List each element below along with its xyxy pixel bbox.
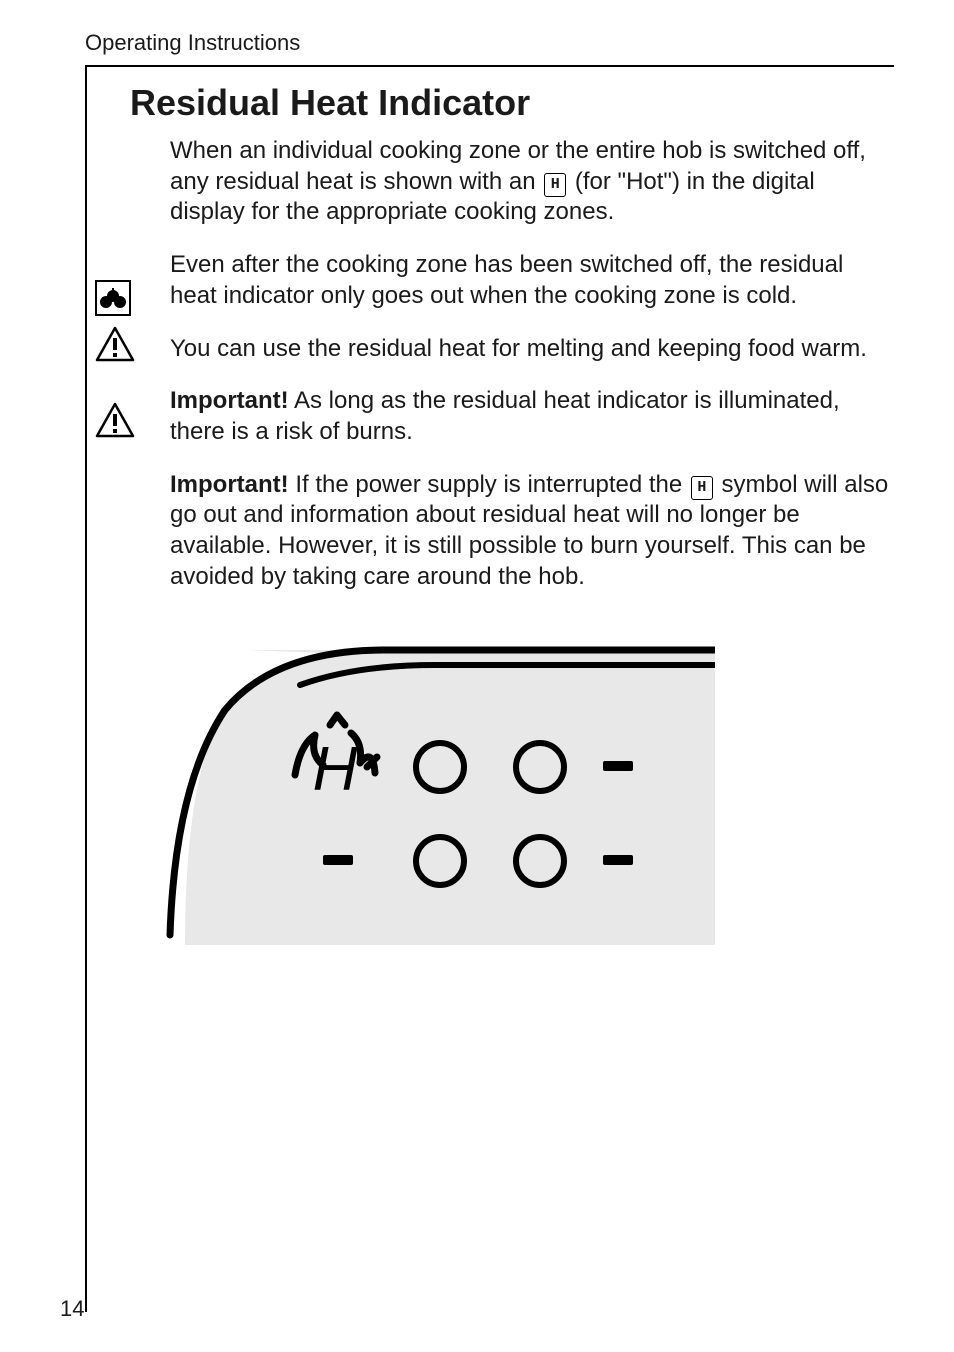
content-area: Residual Heat Indicator When an individu…: [130, 62, 894, 950]
important-label: Important!: [170, 387, 289, 414]
paragraph-cooldown: Even after the cooking zone has been swi…: [170, 250, 894, 311]
horizontal-rule: [85, 65, 894, 67]
svg-text:H: H: [313, 735, 358, 804]
warning-icon: [95, 326, 131, 362]
warning-icon: [95, 402, 131, 438]
paragraph-intro: When an individual cooking zone or the e…: [170, 136, 894, 228]
h-symbol-icon: H: [691, 476, 713, 500]
page: Operating Instructions: [0, 0, 954, 1352]
vertical-rule: [85, 65, 87, 1312]
tip-icon: [95, 280, 131, 316]
page-number: 14: [60, 1296, 84, 1322]
hob-diagram: H: [155, 625, 715, 945]
paragraph-warning-power: Important! If the power supply is interr…: [170, 470, 894, 593]
text: If the power supply is interrupted the: [289, 471, 689, 498]
running-head: Operating Instructions: [85, 30, 894, 56]
paragraph-warning-burns: Important! As long as the residual heat …: [170, 386, 894, 447]
important-label: Important!: [170, 471, 289, 498]
paragraph-tip: You can use the residual heat for meltin…: [170, 334, 894, 365]
h-symbol-icon: H: [544, 173, 566, 197]
section-heading: Residual Heat Indicator: [130, 82, 894, 124]
